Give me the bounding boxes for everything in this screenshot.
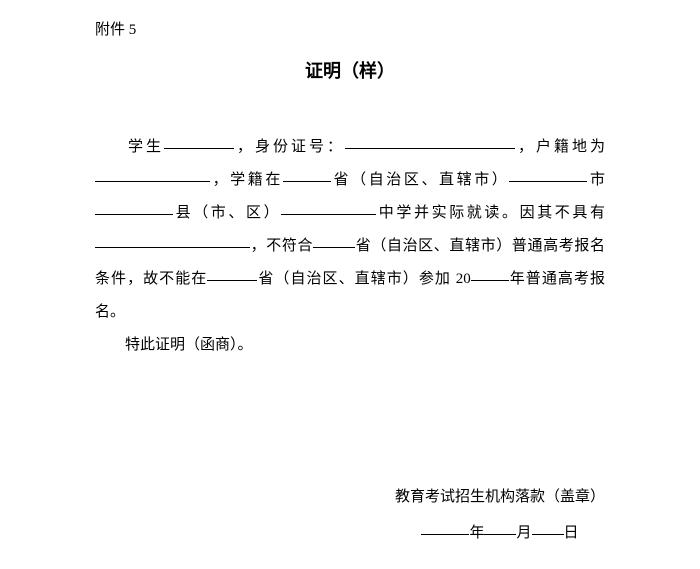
closing-text: 特此证明（函商）。 bbox=[125, 337, 253, 353]
signature-block: 教育考试招生机构落款（盖章） 年 月 日 bbox=[395, 479, 605, 551]
sig-year-label: 年 bbox=[469, 525, 484, 541]
blank-city bbox=[509, 181, 587, 182]
province-suffix3: 省（自治区、直辖市）参加 20 bbox=[257, 271, 470, 287]
blank-id-number bbox=[345, 148, 515, 149]
blank-reason bbox=[95, 247, 250, 248]
body-paragraph: 学生 ，身份证号： ，户籍地为 ，学籍在 省（自治区、直辖市） 市县（市、区） 中学并实际就… bbox=[95, 131, 605, 329]
blank-student-name bbox=[164, 148, 234, 149]
not-conform-prefix: ，不符合 bbox=[250, 238, 313, 254]
document-title: 证明（样） bbox=[95, 57, 605, 83]
blank-county bbox=[95, 214, 173, 215]
province-suffix1: 省（自治区、直辖市） bbox=[331, 172, 509, 188]
huji-prefix: ，户籍地为 bbox=[515, 139, 605, 155]
county-suffix: 县（市、区） bbox=[173, 205, 281, 221]
blank-province3 bbox=[207, 280, 257, 281]
sig-day-label: 日 bbox=[564, 525, 579, 541]
blank-school bbox=[281, 214, 376, 215]
blank-huji bbox=[95, 181, 210, 182]
blank-sig-month bbox=[484, 534, 516, 535]
blank-province2 bbox=[313, 247, 355, 248]
blank-sig-day bbox=[532, 534, 564, 535]
signature-date: 年月日 bbox=[395, 515, 605, 551]
id-label: ，身份证号： bbox=[234, 139, 345, 155]
closing-line: 特此证明（函商）。 bbox=[95, 329, 605, 362]
attachment-label: 附件 5 bbox=[95, 18, 605, 39]
xueji-prefix: ，学籍在 bbox=[210, 172, 283, 188]
city-suffix: 市 bbox=[587, 172, 605, 188]
student-label: 学生 bbox=[125, 139, 164, 155]
sig-month-label: 月 bbox=[516, 525, 531, 541]
blank-province1 bbox=[283, 181, 331, 182]
signature-org: 教育考试招生机构落款（盖章） bbox=[395, 479, 605, 515]
school-suffix: 中学并实际就读。因其不具有 bbox=[376, 205, 605, 221]
blank-year2 bbox=[471, 280, 509, 281]
blank-sig-year bbox=[421, 534, 469, 535]
